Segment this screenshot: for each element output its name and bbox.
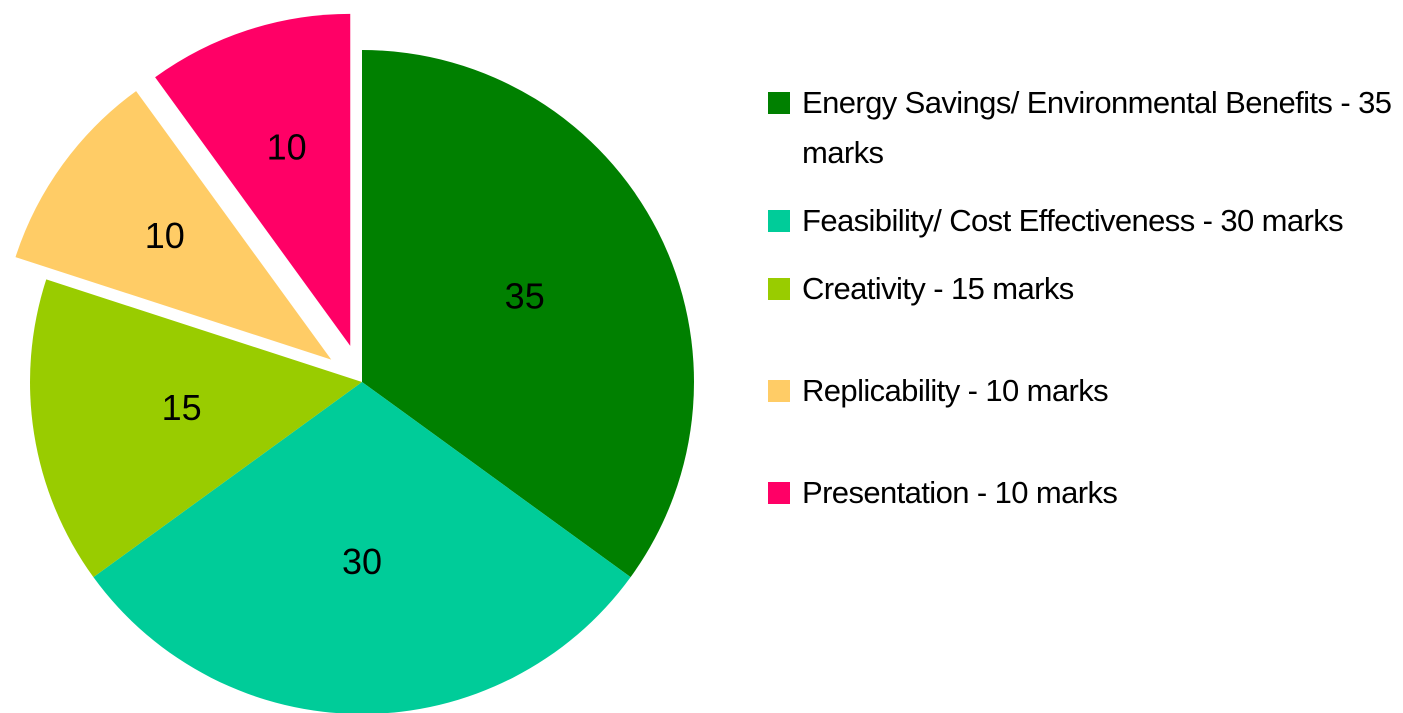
- legend-item: Creativity - 15 marks: [768, 264, 1393, 314]
- pie-chart: 35 30 15 10 10: [15, 13, 694, 713]
- legend-label: Presentation - 10 marks: [802, 475, 1118, 510]
- data-label: 15: [162, 387, 202, 428]
- legend-label: Replicability - 10 marks: [802, 373, 1109, 408]
- pie-slice: [362, 50, 694, 578]
- legend-item: Feasibility/ Cost Effectiveness - 30 mar…: [768, 196, 1393, 246]
- legend-label: Feasibility/ Cost Effectiveness - 30 mar…: [802, 203, 1344, 238]
- data-label: 35: [505, 276, 545, 317]
- pie-slice: [29, 279, 362, 578]
- data-label: 30: [342, 541, 382, 582]
- legend-item: Energy Savings/ Environmental Benefits -…: [768, 78, 1393, 178]
- data-label: 10: [145, 215, 185, 256]
- legend-swatch: [768, 482, 790, 504]
- legend-swatch: [768, 380, 790, 402]
- legend-item: Replicability - 10 marks: [768, 366, 1393, 416]
- pie-slice: [155, 13, 351, 346]
- pie-slice: [93, 382, 631, 713]
- legend-swatch: [768, 210, 790, 232]
- legend-swatch: [768, 92, 790, 114]
- legend: Energy Savings/ Environmental Benefits -…: [768, 78, 1393, 536]
- legend-label: Energy Savings/ Environmental Benefits -…: [802, 85, 1392, 170]
- legend-item: Presentation - 10 marks: [768, 468, 1393, 518]
- data-label: 10: [267, 127, 307, 168]
- legend-swatch: [768, 278, 790, 300]
- pie-slice: [15, 91, 332, 360]
- legend-label: Creativity - 15 marks: [802, 271, 1074, 306]
